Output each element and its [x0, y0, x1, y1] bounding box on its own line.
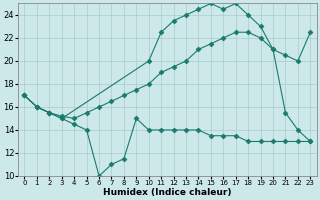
X-axis label: Humidex (Indice chaleur): Humidex (Indice chaleur)	[103, 188, 232, 197]
